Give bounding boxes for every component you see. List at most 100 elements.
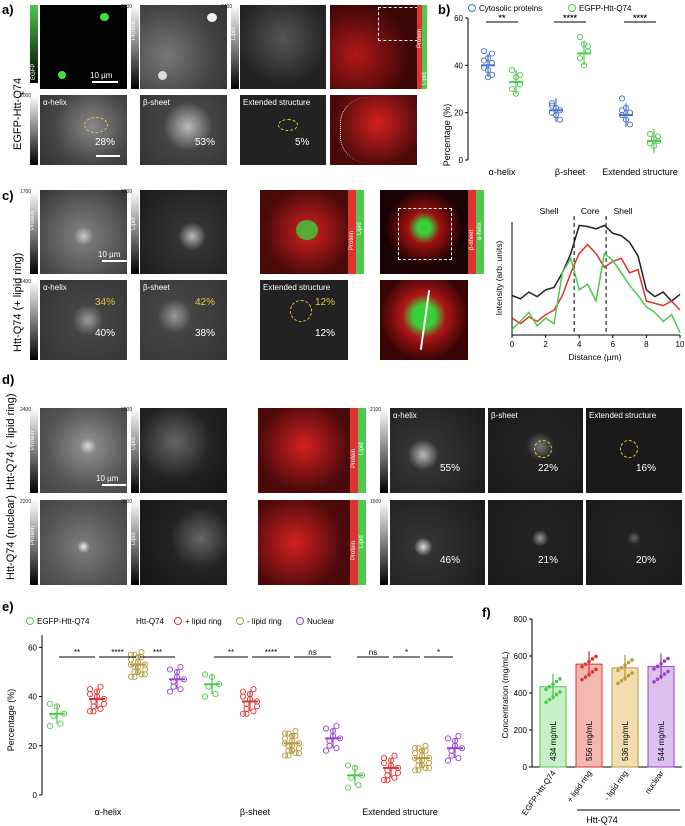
c-xtick-label: 4 [577,340,582,349]
chart-f: f) 0 200 400 600 800 434 mg/mL EGFP-Htt-Q74 55… [482,605,682,825]
b-ytick-label: 40 [454,61,463,70]
e-point [326,742,333,749]
legend-e-nolipid: - lipid ring [247,617,282,626]
c-xtick-label: 6 [611,340,616,349]
image-d2-extended: 20% [586,500,682,585]
e-point [295,745,303,752]
e-ytick-label: 0 [33,791,38,800]
image-c-structure-merge [380,190,468,274]
colorbar-d1-alpha [380,408,388,493]
colorbar-d2-lipid [131,500,139,585]
colorbar-d1-lipid [131,408,139,493]
f-point [594,667,598,672]
e-point [391,774,398,781]
image-d2-beta: 21% [488,500,583,585]
f-point [587,659,591,664]
e-ytick-label: 20 [28,742,37,751]
e-point [415,745,422,752]
c-region-label: Core [581,206,600,216]
e-sig-label: *** [153,648,162,657]
f-point [547,684,552,689]
b-point [480,57,488,64]
legend-e-lipid: + lipid ring [185,617,222,626]
image-c-zoom [380,280,468,360]
image-d1-alpha: α-helix 55% [390,408,485,493]
c-region-label: Shell [614,206,633,216]
e-point [239,688,247,695]
e-point [394,769,402,776]
f-point [594,654,598,659]
b-point [646,130,654,138]
e-point [411,750,419,757]
e-point [141,666,149,673]
f-point [554,692,559,697]
c-xtick-label: 0 [510,340,515,349]
legend-e-nuclear: Nuclear [307,617,335,626]
e-sig-label: * [405,648,408,657]
e-point [411,767,419,774]
e-point [380,755,388,762]
b-xtick-beta: β-sheet [555,167,586,177]
f-point [558,690,562,694]
e-point [285,730,292,737]
f-point [666,656,670,661]
c-xtick-label: 2 [543,340,548,349]
e-point [295,750,303,757]
b-ytick-label: 0 [459,156,464,165]
panel-a-label: a) [2,2,14,17]
b-point [626,121,634,128]
legend-cytosolic: Cytosolic proteins [479,4,542,13]
f-bar [539,686,567,768]
f-point [554,679,559,684]
e-xtick-extended: Extended structure [362,807,438,817]
e-ylabel: Percentage (%) [6,689,16,752]
e-point [97,683,104,690]
b-point [618,95,626,102]
f-point [580,677,584,682]
e-point [344,784,352,791]
f-point [630,671,634,675]
image-c-alpha: α-helix 34% 40% [40,280,127,360]
f-point [580,664,584,669]
image-d2-protein [40,500,127,585]
f-point [630,658,634,662]
f-bar [647,665,675,768]
b-sig-label: **** [563,13,578,23]
image-d1-beta: β-sheet 22% [488,408,583,493]
e-point [141,671,149,678]
b-point [576,55,584,62]
f-ytick-label: 0 [523,763,528,772]
b-sig-label: **** [633,13,648,23]
f-point [616,668,620,673]
colorbar-merge [417,5,427,89]
colorbar-egfp-label: EGFP [31,63,37,80]
e-point [253,703,261,710]
image-d2-lipid [140,500,227,585]
e-point [239,693,247,700]
f-point [583,662,588,666]
c-series-line [511,243,681,325]
b-sig-label: ** [498,13,506,23]
b-point [618,107,626,114]
image-d1-merge [258,408,350,493]
f-point [619,678,624,683]
c-xlabel: Distance (µm) [568,352,621,362]
e-point [250,708,257,715]
e-point [127,656,135,663]
image-a-egfp: 10 µm [40,5,127,89]
f-point [616,681,620,686]
e-point [333,723,340,730]
e-point [322,725,330,732]
f-point [626,660,631,665]
e-sig-label: * [437,648,440,657]
f-point [623,676,627,680]
e-sig-label: ** [228,648,234,657]
e-point [177,686,184,693]
colorbar-lipid [231,5,239,89]
image-a-alpha: α-helix 28% [40,95,127,165]
f-point [659,661,663,666]
b-sig-label: **** [633,13,648,23]
f-point [652,667,656,671]
b-point [584,43,592,50]
e-sig-label: ns [369,648,377,657]
